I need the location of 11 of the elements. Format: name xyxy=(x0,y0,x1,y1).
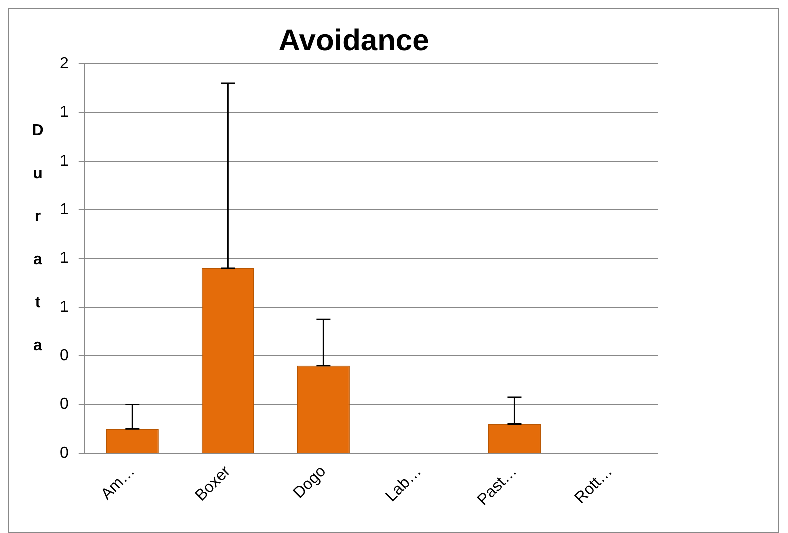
y-tick-label: 2 xyxy=(60,55,69,72)
y-tick-label: 1 xyxy=(60,152,69,170)
y-tick-label: 0 xyxy=(60,348,69,365)
y-tick-label: 0 xyxy=(60,444,69,462)
text: Durata xyxy=(32,122,44,355)
chart-title: Avoidance xyxy=(278,24,430,58)
y-tick-label: 1 xyxy=(60,201,69,218)
y-tick-label: 1 xyxy=(60,104,69,122)
y-tick-label: 1 xyxy=(60,298,69,316)
y-tick-label: 1 xyxy=(60,250,69,268)
y-tick-label: 0 xyxy=(60,396,69,414)
